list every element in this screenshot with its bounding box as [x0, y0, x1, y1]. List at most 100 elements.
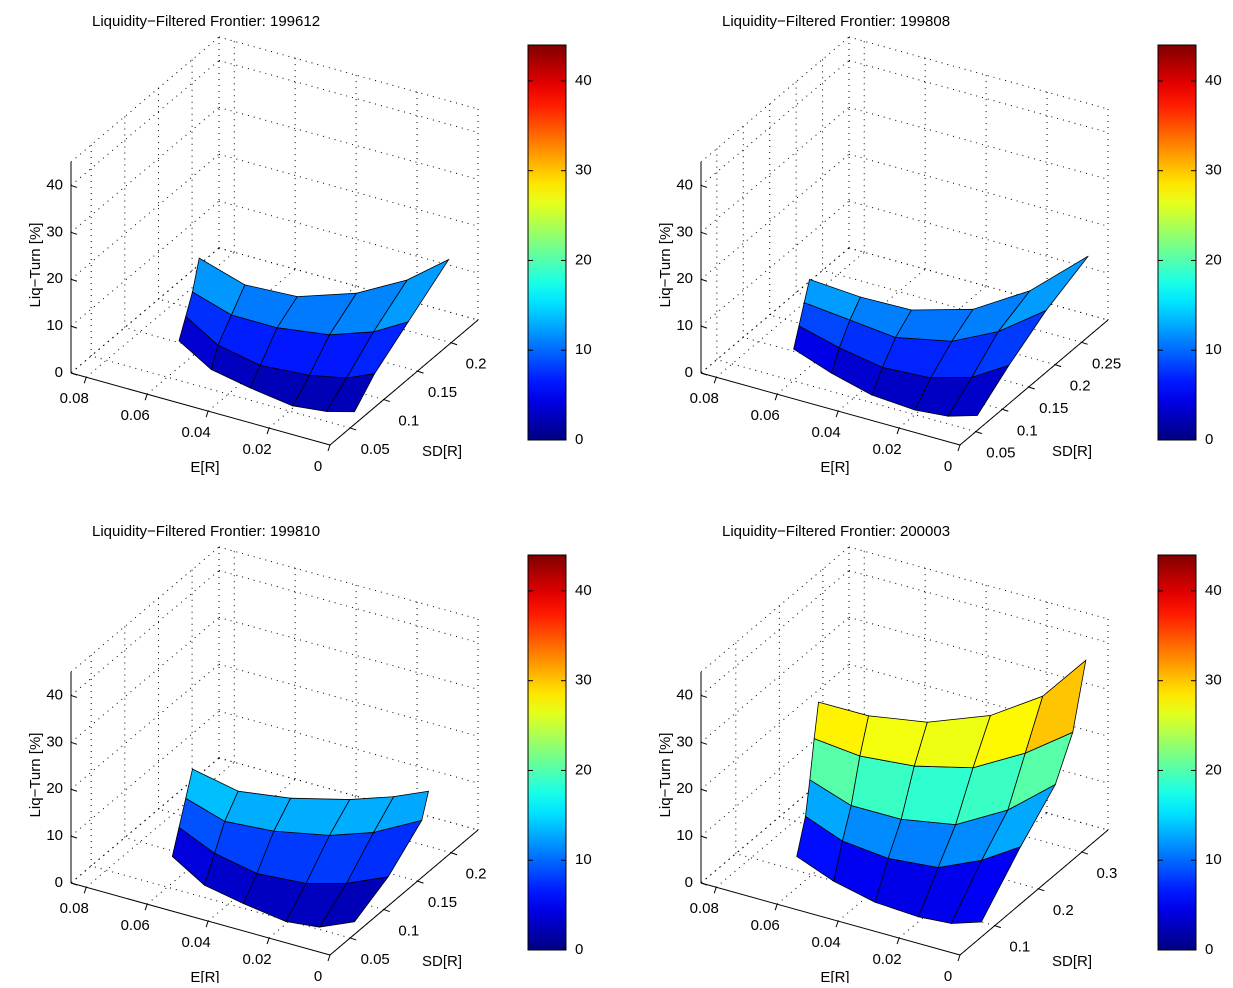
- z-axis-label: Liq−Turn [%]: [27, 223, 44, 308]
- grid-line: [218, 663, 479, 737]
- z-tick: [70, 278, 78, 282]
- grid-line: [848, 106, 1109, 180]
- colorbar-tick-label: 0: [575, 431, 583, 448]
- x-axis: [70, 882, 331, 956]
- x-tick-label: 0.02: [872, 951, 901, 968]
- z-tick-label: 20: [46, 780, 63, 797]
- x-tick: [327, 954, 331, 962]
- x-tick-label: 0: [314, 458, 322, 475]
- subplot: 0 0.02 0.04 0.06 0.08 0.1 0.2 0.3 0 10 20 30 40 0 10 20…: [657, 523, 1222, 986]
- x-tick: [266, 937, 270, 945]
- grid-line: [700, 106, 850, 233]
- x-tick: [205, 410, 209, 418]
- y-axis: [959, 829, 1109, 956]
- z-tick-label: 10: [676, 827, 693, 844]
- colorbar-tick-label: 30: [575, 162, 592, 179]
- y-tick-label: 0.1: [398, 923, 419, 940]
- box-edge: [700, 36, 850, 163]
- grid-line: [700, 757, 850, 884]
- chart-title: Liquidity−Filtered Frontier: 199612: [92, 13, 320, 30]
- subplot: 0 0.02 0.04 0.06 0.08 0.05 0.1 0.15 0.2 0 10 20 30 40…: [27, 523, 592, 986]
- x-tick-label: 0.02: [872, 441, 901, 458]
- y-tick: [1038, 888, 1045, 892]
- x-axis-label: E[R]: [190, 969, 219, 983]
- y-tick: [350, 937, 357, 941]
- colorbar: [1157, 554, 1197, 951]
- y-tick-label: 0.15: [1039, 400, 1068, 417]
- grid-line: [85, 761, 235, 888]
- surface-patch: [1024, 659, 1087, 754]
- colorbar: [527, 554, 567, 951]
- y-tick: [417, 880, 424, 884]
- z-tick: [70, 741, 78, 745]
- x-tick: [835, 410, 839, 418]
- grid-line: [218, 106, 479, 180]
- box-edge: [848, 36, 1109, 110]
- colorbar-tick-label: 40: [1205, 72, 1222, 89]
- z-tick-label: 20: [46, 270, 63, 287]
- surface-patch: [997, 255, 1089, 332]
- grid-line: [218, 200, 479, 274]
- y-tick-label: 0.2: [1070, 378, 1091, 395]
- chart-title: Liquidity−Filtered Frontier: 200003: [722, 523, 950, 540]
- colorbar-tick-label: 40: [575, 72, 592, 89]
- grid-line: [85, 251, 235, 378]
- x-tick: [896, 427, 900, 435]
- colorbar-tick-label: 30: [1205, 672, 1222, 689]
- z-tick-label: 30: [676, 223, 693, 240]
- grid-line: [848, 153, 1109, 227]
- x-tick-label: 0.04: [812, 934, 841, 951]
- x-axis: [700, 882, 961, 956]
- y-axis: [329, 829, 479, 956]
- grid-line: [848, 569, 1109, 643]
- box-edge: [70, 546, 220, 673]
- x-axis: [70, 372, 331, 446]
- y-axis-label: SD[R]: [1052, 443, 1092, 460]
- colorbar-tick-label: 30: [1205, 162, 1222, 179]
- z-tick: [70, 184, 78, 188]
- x-tick-label: 0.04: [182, 934, 211, 951]
- x-tick: [957, 444, 961, 452]
- y-axis-label: SD[R]: [422, 443, 462, 460]
- z-tick: [700, 231, 708, 235]
- x-tick: [835, 920, 839, 928]
- grid-line: [700, 200, 850, 327]
- x-tick: [957, 954, 961, 962]
- subplot: 0 0.02 0.04 0.06 0.08 0.050.10.150.20.25 0 10 20…: [657, 13, 1222, 476]
- z-tick-label: 40: [46, 686, 63, 703]
- x-tick-label: 0.04: [812, 424, 841, 441]
- colorbar-tick-label: 40: [1205, 582, 1222, 599]
- z-tick: [700, 835, 708, 839]
- grid-line: [700, 153, 850, 280]
- z-axis-label: Liq−Turn [%]: [657, 223, 674, 308]
- y-tick: [1081, 341, 1088, 345]
- y-tick: [975, 431, 983, 435]
- y-axis: [959, 319, 1109, 446]
- x-tick-label: 0.06: [751, 407, 780, 424]
- grid-line: [700, 663, 850, 790]
- y-tick: [1002, 408, 1009, 412]
- x-tick: [713, 887, 717, 894]
- z-tick-label: 0: [685, 874, 693, 891]
- y-tick: [450, 852, 458, 856]
- subplot: 0 0.02 0.04 0.06 0.08 0.05 0.1 0.15 0.2 0 10 20 30 40…: [27, 13, 592, 476]
- y-tick-label: 0.1: [1017, 422, 1038, 439]
- y-tick: [1081, 851, 1089, 855]
- z-tick-label: 10: [46, 827, 63, 844]
- grid-line: [70, 200, 220, 327]
- y-tick-label: 0.05: [986, 445, 1015, 462]
- y-axis-label: SD[R]: [422, 953, 462, 970]
- z-tick: [70, 231, 78, 235]
- box-edge: [700, 546, 850, 673]
- colorbar-tick-label: 20: [1205, 761, 1222, 778]
- y-tick: [450, 342, 458, 346]
- grid-line: [715, 761, 865, 888]
- z-axis-label: Liq−Turn [%]: [657, 733, 674, 818]
- x-axis: [700, 372, 961, 446]
- z-tick: [700, 788, 708, 792]
- z-tick: [70, 372, 78, 376]
- grid-line: [700, 247, 850, 374]
- x-tick-label: 0: [944, 968, 952, 983]
- grid-line: [70, 663, 220, 790]
- grid-line: [70, 247, 220, 374]
